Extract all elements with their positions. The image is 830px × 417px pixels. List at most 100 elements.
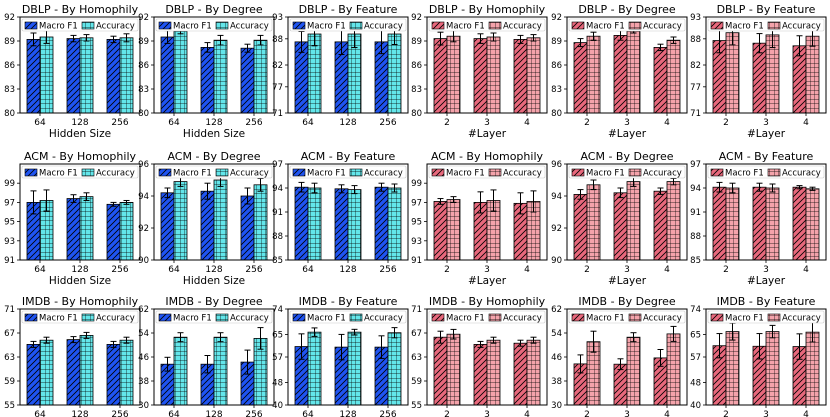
bar-hatch bbox=[487, 340, 500, 405]
legend: Macro F1 Accuracy bbox=[155, 165, 273, 179]
bar-hatch bbox=[295, 346, 308, 405]
legend-swatch-hatch bbox=[711, 169, 723, 176]
bar-hatch bbox=[627, 337, 640, 405]
x-tick-label: 256 bbox=[111, 265, 128, 275]
legend-swatch-hatch bbox=[216, 169, 228, 176]
bar-hatch bbox=[348, 332, 361, 405]
bar-hatch bbox=[514, 203, 527, 260]
y-tick-label: 83 bbox=[411, 85, 422, 95]
y-tick-label: 94 bbox=[138, 192, 149, 202]
bar-hatch bbox=[161, 192, 174, 260]
x-tick-label: 128 bbox=[205, 118, 222, 128]
bar-hatch bbox=[254, 184, 267, 260]
y-tick-label: 30 bbox=[551, 401, 562, 411]
legend-label-accuracy: Accuracy bbox=[96, 22, 135, 32]
bar-hatch bbox=[614, 192, 627, 260]
legend-box bbox=[289, 310, 407, 324]
bar-hatch bbox=[254, 40, 267, 114]
y-tick-label: 77 bbox=[690, 83, 701, 93]
legend-box bbox=[289, 165, 407, 179]
legend: Macro F1 Accuracy bbox=[707, 310, 825, 324]
legend-box bbox=[155, 18, 273, 32]
bar-hatch bbox=[27, 39, 40, 113]
x-tick-label: 256 bbox=[379, 410, 396, 417]
legend: Macro F1 Accuracy bbox=[428, 165, 546, 179]
legend-box bbox=[707, 18, 825, 32]
legend-swatch-hatch bbox=[489, 22, 501, 29]
bar-hatch bbox=[214, 40, 227, 114]
bar-hatch bbox=[574, 194, 587, 260]
legend-label-accuracy: Accuracy bbox=[364, 169, 403, 179]
bar-hatch bbox=[308, 34, 321, 113]
legend-swatch-hatch bbox=[711, 22, 723, 29]
y-tick-label: 38 bbox=[551, 377, 562, 387]
plot-frame bbox=[566, 163, 688, 261]
chart-title: DBLP - By Feature bbox=[717, 3, 816, 16]
y-tick-label: 92 bbox=[138, 224, 149, 234]
plot-frame bbox=[426, 16, 548, 114]
y-tick-label: 74 bbox=[272, 305, 283, 315]
x-tick-label: 4 bbox=[803, 410, 809, 417]
legend-label-macro-f1: Macro F1 bbox=[446, 314, 485, 324]
legend-box bbox=[21, 310, 139, 324]
y-tick-label: 80 bbox=[551, 109, 562, 119]
bar-hatch bbox=[514, 343, 527, 405]
y-tick-label: 96 bbox=[551, 160, 562, 170]
legend: Macro F1 Accuracy bbox=[21, 165, 139, 179]
legend: Macro F1 Accuracy bbox=[707, 165, 825, 179]
bar-hatch bbox=[726, 188, 739, 260]
x-tick-label: 64 bbox=[34, 118, 46, 128]
legend-label-macro-f1: Macro F1 bbox=[173, 22, 212, 32]
chart-title: ACM - By Homophily bbox=[431, 150, 544, 163]
legend-swatch-hatch bbox=[432, 169, 444, 176]
x-tick-label: 3 bbox=[484, 265, 490, 275]
chart-title: ACM - By Degree bbox=[580, 150, 673, 163]
y-tick-label: 86 bbox=[4, 61, 15, 71]
x-tick-label: 128 bbox=[205, 265, 222, 275]
legend-label-accuracy: Accuracy bbox=[96, 314, 135, 324]
bar-hatch bbox=[667, 181, 680, 260]
x-tick-label: 2 bbox=[444, 265, 450, 275]
x-tick-label: 4 bbox=[524, 118, 530, 128]
y-tick-label: 80 bbox=[411, 109, 422, 119]
bar-hatch bbox=[388, 332, 401, 405]
y-tick-label: 55 bbox=[4, 401, 15, 411]
bar-hatch bbox=[174, 337, 187, 405]
legend-swatch-hatch bbox=[629, 169, 641, 176]
bar-hatch bbox=[474, 202, 487, 260]
bar-hatch bbox=[161, 37, 174, 113]
bar-hatch bbox=[375, 187, 388, 260]
legend: Macro F1 Accuracy bbox=[568, 165, 686, 179]
legend-swatch-hatch bbox=[350, 314, 362, 321]
y-tick-label: 74 bbox=[690, 305, 701, 315]
x-tick-label: 2 bbox=[444, 118, 450, 128]
x-tick-label: 128 bbox=[205, 410, 222, 417]
y-tick-label: 86 bbox=[551, 61, 562, 71]
legend: Macro F1 Accuracy bbox=[155, 310, 273, 324]
y-tick-label: 88 bbox=[272, 35, 283, 45]
x-tick-label: 4 bbox=[524, 265, 530, 275]
y-tick-label: 89 bbox=[138, 37, 149, 47]
plot-frame bbox=[153, 16, 275, 114]
x-tick-label: 256 bbox=[245, 410, 262, 417]
legend: Macro F1 Accuracy bbox=[289, 310, 407, 324]
x-tick-label: 256 bbox=[379, 265, 396, 275]
legend-label-accuracy: Accuracy bbox=[782, 169, 821, 179]
bar-hatch bbox=[587, 184, 600, 260]
bar-hatch bbox=[713, 187, 726, 260]
legend-swatch-hatch bbox=[432, 314, 444, 321]
x-tick-label: 3 bbox=[624, 410, 630, 417]
bar-hatch bbox=[241, 48, 254, 114]
plot-frame bbox=[19, 163, 141, 261]
bar-hatch bbox=[766, 331, 779, 405]
legend-box bbox=[707, 310, 825, 324]
chart-panel: DBLP - By Degree 80 83 86 89 92 2 3 4 #Layer Macro… bbox=[551, 3, 688, 140]
y-tick-label: 92 bbox=[551, 13, 562, 23]
bar-hatch bbox=[667, 333, 680, 405]
legend-box bbox=[428, 165, 546, 179]
y-tick-label: 99 bbox=[4, 179, 15, 189]
y-tick-label: 94 bbox=[272, 184, 283, 194]
legend-swatch-hatch bbox=[768, 22, 780, 29]
bar-hatch bbox=[174, 29, 187, 113]
y-tick-label: 94 bbox=[690, 184, 701, 194]
